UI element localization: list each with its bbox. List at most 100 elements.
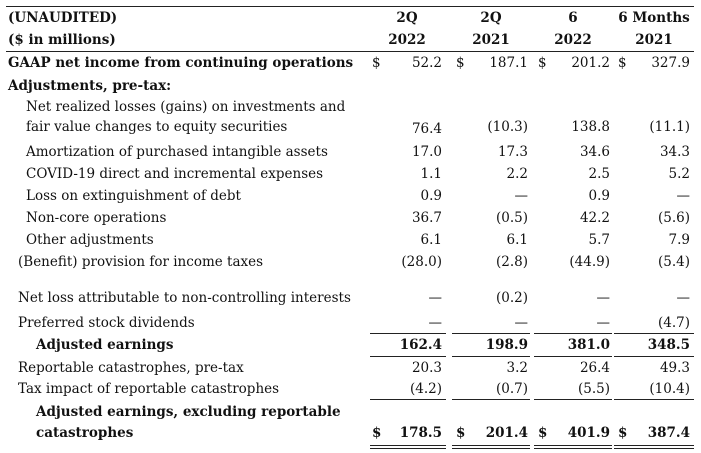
subtotal-rule bbox=[614, 333, 694, 334]
cell-value: 201.2 bbox=[571, 55, 610, 71]
cell-value: 52.2 bbox=[411, 55, 442, 71]
row-label: (Benefit) provision for income taxes bbox=[18, 254, 264, 270]
cell-value: 20.3 bbox=[411, 360, 442, 376]
cell-value: 198.9 bbox=[485, 337, 528, 353]
dollar-sign: $ bbox=[618, 55, 627, 71]
cell-value: 42.2 bbox=[579, 210, 610, 226]
table-row: catastrophes $ $ $ $ 178.5 201.4 401.9 3… bbox=[0, 422, 701, 444]
cell-value: — bbox=[596, 290, 611, 306]
cell-value: 1.1 bbox=[420, 166, 442, 182]
dollar-sign: $ bbox=[372, 425, 382, 441]
cell-value: 3.2 bbox=[506, 360, 528, 376]
cell-value: 17.0 bbox=[411, 144, 442, 160]
table-row: Non-core operations 36.7 (0.5) 42.2 (5.6… bbox=[0, 207, 701, 229]
header-rule-top bbox=[6, 6, 694, 7]
total-rule bbox=[370, 448, 446, 449]
table-row: Tax impact of reportable catastrophes (4… bbox=[0, 378, 701, 400]
cell-value: — bbox=[428, 290, 443, 306]
row-label: Tax impact of reportable catastrophes bbox=[18, 381, 280, 397]
dollar-sign: $ bbox=[538, 55, 547, 71]
col-header-bottom-4: 2021 bbox=[635, 32, 673, 48]
table-row: fair value changes to equity securities … bbox=[0, 116, 701, 138]
row-label: Net realized losses (gains) on investmen… bbox=[26, 99, 346, 115]
table-row: GAAP net income from continuing operatio… bbox=[0, 52, 701, 74]
cell-value: (0.7) bbox=[495, 381, 528, 397]
cell-value: 162.4 bbox=[399, 337, 442, 353]
table-row: (Benefit) provision for income taxes (28… bbox=[0, 251, 701, 273]
cell-value: — bbox=[428, 315, 443, 331]
table-row: Net realized losses (gains) on investmen… bbox=[0, 96, 701, 118]
cell-value: — bbox=[514, 315, 529, 331]
cell-value: 138.8 bbox=[571, 119, 610, 135]
total-rule bbox=[614, 445, 694, 446]
cell-value: — bbox=[596, 315, 611, 331]
header-rule-bottom bbox=[6, 51, 694, 52]
cell-value: 381.0 bbox=[567, 337, 610, 353]
row-label: Net loss attributable to non-controlling… bbox=[18, 290, 351, 306]
adjusted-rule bbox=[370, 356, 446, 357]
table-row: COVID-19 direct and incremental expenses… bbox=[0, 163, 701, 185]
tax-impact-rule bbox=[370, 399, 446, 400]
cell-value: 5.2 bbox=[668, 166, 690, 182]
cell-value: (44.9) bbox=[569, 254, 610, 270]
subtotal-rule bbox=[452, 333, 530, 334]
dollar-sign: $ bbox=[538, 425, 548, 441]
cell-value: 5.7 bbox=[588, 232, 610, 248]
cell-value: (28.0) bbox=[401, 254, 442, 270]
adjusted-rule bbox=[614, 356, 694, 357]
cell-value: — bbox=[676, 188, 691, 204]
row-label: GAAP net income from continuing operatio… bbox=[8, 55, 354, 71]
cell-value: (2.8) bbox=[495, 254, 528, 270]
dollar-sign: $ bbox=[456, 425, 466, 441]
row-label: Reportable catastrophes, pre-tax bbox=[18, 360, 244, 376]
cell-value: 26.4 bbox=[579, 360, 610, 376]
cell-value: (5.6) bbox=[657, 210, 690, 226]
cell-value: — bbox=[514, 188, 529, 204]
cell-value: 2.5 bbox=[588, 166, 610, 182]
dollar-sign: $ bbox=[456, 55, 465, 71]
dollar-sign: $ bbox=[372, 55, 381, 71]
subtotal-rule bbox=[534, 333, 612, 334]
table-row: Loss on extinguishment of debt 0.9 — 0.9… bbox=[0, 185, 701, 207]
row-label: catastrophes bbox=[36, 425, 134, 441]
cell-value: 201.4 bbox=[485, 425, 528, 441]
cell-value: 6.1 bbox=[420, 232, 442, 248]
total-rule bbox=[534, 448, 612, 449]
table-row: Adjusted earnings, excluding reportable bbox=[0, 401, 701, 423]
col-header-bottom-3: 2022 bbox=[554, 32, 592, 48]
table-row: Amortization of purchased intangible ass… bbox=[0, 141, 701, 163]
row-label: Amortization of purchased intangible ass… bbox=[26, 144, 328, 160]
table-row: Net loss attributable to non-controlling… bbox=[0, 287, 701, 309]
cell-value: 178.5 bbox=[399, 425, 442, 441]
table-row: Other adjustments 6.1 6.1 5.7 7.9 bbox=[0, 229, 701, 251]
row-label: Adjusted earnings, excluding reportable bbox=[36, 404, 341, 420]
subtotal-rule bbox=[370, 333, 446, 334]
adjusted-rule bbox=[452, 356, 530, 357]
col-header-bottom-1: 2022 bbox=[388, 32, 426, 48]
cell-value: 49.3 bbox=[659, 360, 690, 376]
header-line1: (UNAUDITED) bbox=[8, 10, 118, 26]
cell-value: (4.2) bbox=[409, 381, 442, 397]
cell-value: 7.9 bbox=[668, 232, 690, 248]
row-label: Preferred stock dividends bbox=[18, 315, 195, 331]
cell-value: (0.2) bbox=[495, 290, 528, 306]
total-rule bbox=[534, 445, 612, 446]
cell-value: (10.3) bbox=[487, 119, 528, 135]
total-rule bbox=[614, 448, 694, 449]
cell-value: 76.4 bbox=[411, 121, 442, 137]
row-label: fair value changes to equity securities bbox=[26, 119, 288, 135]
cell-value: 36.7 bbox=[411, 210, 442, 226]
cell-value: (5.4) bbox=[657, 254, 690, 270]
total-rule bbox=[370, 445, 446, 446]
total-rule bbox=[452, 448, 530, 449]
col-header-bottom-2: 2021 bbox=[472, 32, 510, 48]
cell-value: (5.5) bbox=[577, 381, 610, 397]
cell-value: 0.9 bbox=[420, 188, 442, 204]
tax-impact-rule bbox=[452, 399, 530, 400]
cell-value: — bbox=[676, 290, 691, 306]
tax-impact-rule bbox=[614, 399, 694, 400]
col-header-top-4: 6 Months bbox=[618, 10, 690, 26]
cell-value: (4.7) bbox=[657, 315, 690, 331]
row-label: Other adjustments bbox=[26, 232, 154, 248]
cell-value: 401.9 bbox=[567, 425, 610, 441]
